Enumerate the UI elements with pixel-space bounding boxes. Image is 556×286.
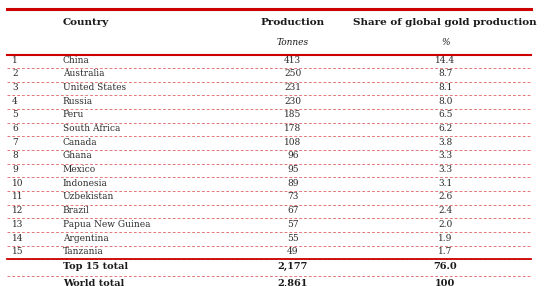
Text: Tanzania: Tanzania bbox=[63, 247, 103, 256]
Text: 8.0: 8.0 bbox=[438, 97, 453, 106]
Text: 9: 9 bbox=[12, 165, 18, 174]
Text: 14.4: 14.4 bbox=[435, 56, 455, 65]
Text: United States: United States bbox=[63, 83, 126, 92]
Text: 15: 15 bbox=[12, 247, 24, 256]
Text: 2: 2 bbox=[12, 69, 18, 78]
Text: 10: 10 bbox=[12, 179, 23, 188]
Text: 2,861: 2,861 bbox=[277, 279, 308, 286]
Text: Canada: Canada bbox=[63, 138, 97, 147]
Text: 13: 13 bbox=[12, 220, 23, 229]
Text: 2,177: 2,177 bbox=[277, 262, 308, 271]
Text: Peru: Peru bbox=[63, 110, 85, 120]
Text: China: China bbox=[63, 56, 90, 65]
Text: South Africa: South Africa bbox=[63, 124, 120, 133]
Text: Papua New Guinea: Papua New Guinea bbox=[63, 220, 150, 229]
Text: Country: Country bbox=[63, 18, 109, 27]
Text: Brazil: Brazil bbox=[63, 206, 90, 215]
Text: 67: 67 bbox=[287, 206, 299, 215]
Text: 3.1: 3.1 bbox=[438, 179, 452, 188]
Text: Share of global gold production: Share of global gold production bbox=[354, 18, 537, 27]
Text: %: % bbox=[441, 38, 449, 47]
Text: Russia: Russia bbox=[63, 97, 93, 106]
Text: World total: World total bbox=[63, 279, 124, 286]
Text: 55: 55 bbox=[287, 234, 299, 243]
Text: Argentina: Argentina bbox=[63, 234, 108, 243]
Text: 1: 1 bbox=[12, 56, 18, 65]
Text: 14: 14 bbox=[12, 234, 23, 243]
Text: 230: 230 bbox=[284, 97, 301, 106]
Text: Tonnes: Tonnes bbox=[277, 38, 309, 47]
Text: 413: 413 bbox=[284, 56, 301, 65]
Text: 1.7: 1.7 bbox=[438, 247, 453, 256]
Text: 73: 73 bbox=[287, 192, 299, 202]
Text: 89: 89 bbox=[287, 179, 299, 188]
Text: 3.3: 3.3 bbox=[438, 152, 452, 160]
Text: 12: 12 bbox=[12, 206, 23, 215]
Text: 100: 100 bbox=[435, 279, 455, 286]
Text: 5: 5 bbox=[12, 110, 18, 120]
Text: 178: 178 bbox=[284, 124, 301, 133]
Text: 1.9: 1.9 bbox=[438, 234, 453, 243]
Text: 3.8: 3.8 bbox=[438, 138, 452, 147]
Text: 3.3: 3.3 bbox=[438, 165, 452, 174]
Text: 11: 11 bbox=[12, 192, 23, 202]
Text: 3: 3 bbox=[12, 83, 18, 92]
Text: Indonesia: Indonesia bbox=[63, 179, 108, 188]
Text: 95: 95 bbox=[287, 165, 299, 174]
Text: 57: 57 bbox=[287, 220, 299, 229]
Text: Ghana: Ghana bbox=[63, 152, 93, 160]
Text: 76.0: 76.0 bbox=[433, 262, 457, 271]
Text: 49: 49 bbox=[287, 247, 299, 256]
Text: Australia: Australia bbox=[63, 69, 105, 78]
Text: 108: 108 bbox=[284, 138, 301, 147]
Text: 4: 4 bbox=[12, 97, 18, 106]
Text: 8.7: 8.7 bbox=[438, 69, 453, 78]
Text: 6: 6 bbox=[12, 124, 18, 133]
Text: 8: 8 bbox=[12, 152, 18, 160]
Text: Top 15 total: Top 15 total bbox=[63, 262, 128, 271]
Text: 2.6: 2.6 bbox=[438, 192, 452, 202]
Text: 231: 231 bbox=[284, 83, 301, 92]
Text: 7: 7 bbox=[12, 138, 18, 147]
Text: 2.0: 2.0 bbox=[438, 220, 452, 229]
Text: Mexico: Mexico bbox=[63, 165, 96, 174]
Text: 2.4: 2.4 bbox=[438, 206, 452, 215]
Text: Production: Production bbox=[261, 18, 325, 27]
Text: Uzbekistan: Uzbekistan bbox=[63, 192, 114, 202]
Text: 250: 250 bbox=[284, 69, 301, 78]
Text: 6.5: 6.5 bbox=[438, 110, 453, 120]
Text: 8.1: 8.1 bbox=[438, 83, 453, 92]
Text: 96: 96 bbox=[287, 152, 299, 160]
Text: 185: 185 bbox=[284, 110, 301, 120]
Text: 6.2: 6.2 bbox=[438, 124, 452, 133]
